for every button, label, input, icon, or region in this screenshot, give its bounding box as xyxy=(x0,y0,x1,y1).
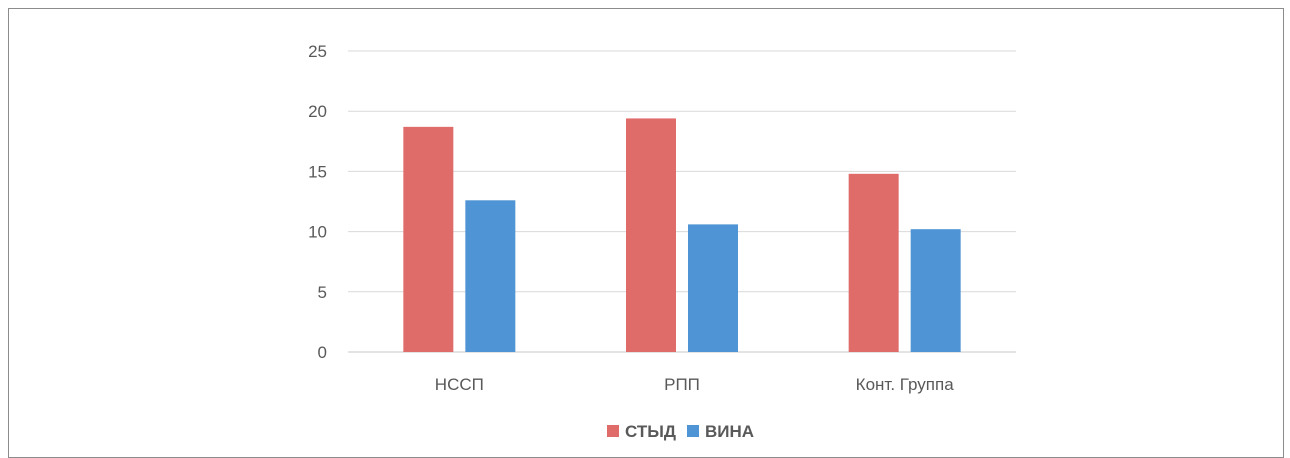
legend-item-styd: СТЫД xyxy=(607,422,676,441)
y-tick-label: 15 xyxy=(308,162,327,181)
bar-vina-2 xyxy=(910,229,961,352)
legend-item-vina: ВИНА xyxy=(687,422,754,441)
y-tick-label: 0 xyxy=(318,343,327,362)
y-tick-label: 20 xyxy=(308,102,327,121)
y-tick-label: 10 xyxy=(308,223,327,242)
x-tick-label: Конт. Группа xyxy=(856,375,955,394)
gridlines xyxy=(348,50,1016,353)
legend-label: ВИНА xyxy=(705,422,754,441)
bar-vina-0 xyxy=(465,200,516,352)
x-tick-label: НССП xyxy=(435,375,484,394)
x-axis-ticks: НССП РПП Конт. Группа xyxy=(435,375,954,394)
legend: СТЫД ВИНА xyxy=(607,422,754,441)
bar-styd-1 xyxy=(626,118,676,352)
legend-label: СТЫД xyxy=(625,422,676,441)
x-tick-label: РПП xyxy=(664,375,700,394)
bar-styd-0 xyxy=(403,126,454,353)
bars xyxy=(403,118,961,353)
legend-swatch xyxy=(607,425,619,437)
legend-swatch xyxy=(687,425,699,437)
y-tick-label: 25 xyxy=(308,42,327,61)
y-axis-ticks: 0 5 10 15 20 25 xyxy=(308,42,327,362)
y-tick-label: 5 xyxy=(318,283,327,302)
bar-styd-2 xyxy=(848,173,899,352)
bar-vina-1 xyxy=(688,224,738,352)
